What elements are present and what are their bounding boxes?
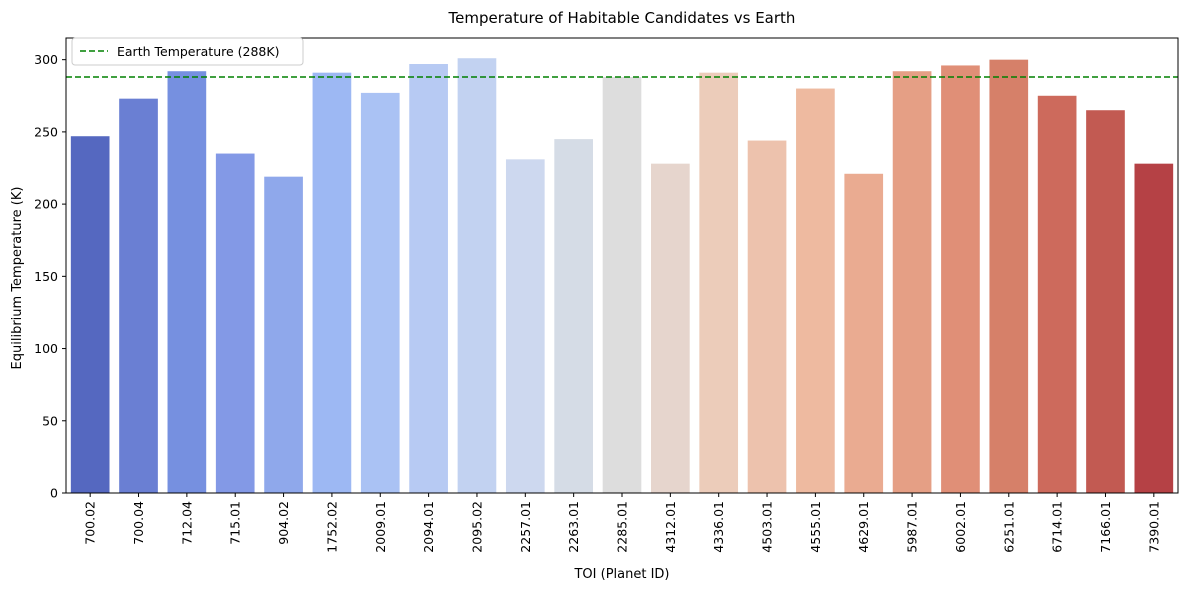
x-tick-label-2009.01: 2009.01 bbox=[373, 501, 388, 553]
bar-4312.01 bbox=[651, 163, 690, 493]
x-tick-label-7390.01: 7390.01 bbox=[1146, 501, 1161, 553]
legend: Earth Temperature (288K) bbox=[71, 37, 304, 66]
x-tick-label-4503.01: 4503.01 bbox=[760, 501, 775, 553]
y-axis: 0 50 100 150 200 250 300 bbox=[34, 52, 66, 501]
x-tick-label-700.04: 700.04 bbox=[131, 501, 146, 545]
bar-904.02 bbox=[264, 176, 303, 493]
bar-712.04 bbox=[167, 71, 207, 493]
y-tick-label: 150 bbox=[34, 269, 58, 284]
x-tick-label-6002.01: 6002.01 bbox=[953, 501, 968, 553]
chart-title: Temperature of Habitable Candidates vs E… bbox=[448, 9, 796, 27]
y-axis-label: Equilibrium Temperature (K) bbox=[10, 187, 25, 370]
bars-layer bbox=[70, 58, 1174, 494]
bar-7390.01 bbox=[1134, 163, 1174, 493]
x-tick-label-4555.01: 4555.01 bbox=[808, 501, 823, 553]
bar-4336.01 bbox=[699, 72, 739, 494]
bar-4555.01 bbox=[796, 88, 835, 494]
y-tick-label: 250 bbox=[34, 124, 58, 139]
bar-7166.01 bbox=[1086, 110, 1125, 493]
bar-6002.01 bbox=[941, 65, 980, 493]
x-tick-label-4629.01: 4629.01 bbox=[856, 501, 871, 553]
bar-2094.01 bbox=[409, 64, 448, 493]
y-tick-label: 50 bbox=[42, 413, 58, 428]
x-tick-label-7166.01: 7166.01 bbox=[1098, 501, 1113, 553]
bar-4629.01 bbox=[844, 173, 884, 493]
x-tick-label-700.02: 700.02 bbox=[83, 501, 98, 545]
x-tick-label-2094.01: 2094.01 bbox=[421, 501, 436, 553]
y-tick-label: 0 bbox=[50, 486, 58, 501]
x-tick-label-1752.02: 1752.02 bbox=[324, 501, 339, 553]
bar-1752.02 bbox=[312, 72, 352, 494]
x-axis: 700.02 700.04 712.04 715.01 904.02 1752.02 200… bbox=[83, 493, 1161, 553]
legend-box bbox=[71, 37, 304, 66]
bar-2285.01 bbox=[602, 77, 642, 493]
bar-5987.01 bbox=[892, 71, 932, 493]
x-tick-label-2257.01: 2257.01 bbox=[518, 501, 533, 553]
bar-4503.01 bbox=[747, 140, 787, 494]
bar-2009.01 bbox=[360, 92, 400, 493]
bar-2095.02 bbox=[457, 58, 497, 493]
bar-6251.01 bbox=[989, 59, 1029, 494]
x-axis-label: TOI (Planet ID) bbox=[573, 567, 669, 582]
bar-2263.01 bbox=[554, 139, 593, 493]
bar-2257.01 bbox=[505, 159, 545, 494]
x-tick-label-2095.02: 2095.02 bbox=[469, 501, 484, 553]
bar-715.01 bbox=[215, 153, 255, 494]
x-tick-label-2285.01: 2285.01 bbox=[615, 501, 630, 553]
y-tick-label: 200 bbox=[34, 197, 58, 212]
legend-label: Earth Temperature (288K) bbox=[117, 44, 279, 59]
x-tick-label-4312.01: 4312.01 bbox=[663, 501, 678, 553]
x-tick-label-4336.01: 4336.01 bbox=[711, 501, 726, 553]
x-tick-label-712.04: 712.04 bbox=[179, 501, 194, 545]
x-tick-label-715.01: 715.01 bbox=[228, 501, 243, 545]
x-tick-label-6714.01: 6714.01 bbox=[1050, 501, 1065, 553]
x-tick-label-5987.01: 5987.01 bbox=[905, 501, 920, 553]
x-tick-label-904.02: 904.02 bbox=[276, 501, 291, 545]
x-tick-label-2263.01: 2263.01 bbox=[566, 501, 581, 553]
bar-6714.01 bbox=[1037, 95, 1077, 494]
bar-700.04 bbox=[119, 98, 158, 494]
x-tick-label-6251.01: 6251.01 bbox=[1001, 501, 1016, 553]
bar-700.02 bbox=[70, 136, 110, 493]
y-tick-label: 300 bbox=[34, 52, 58, 67]
y-tick-label: 100 bbox=[34, 341, 58, 356]
